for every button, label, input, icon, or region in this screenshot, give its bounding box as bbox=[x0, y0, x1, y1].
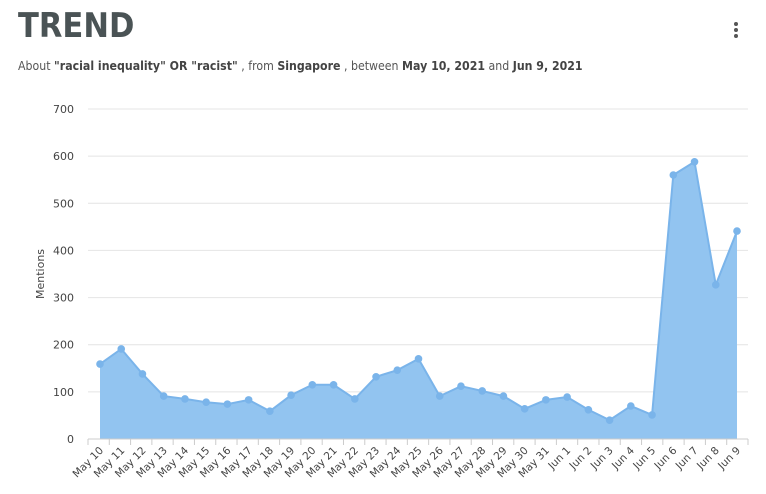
from-label: , from bbox=[241, 58, 274, 73]
data-point bbox=[287, 391, 295, 399]
data-point bbox=[414, 355, 423, 363]
y-tick-label: 100 bbox=[53, 386, 74, 399]
location: Singapore bbox=[277, 58, 341, 73]
x-tick-label: Jun 9 bbox=[715, 445, 743, 473]
data-point bbox=[457, 382, 465, 391]
x-tick-label: Jun 7 bbox=[673, 445, 701, 473]
data-point bbox=[223, 400, 232, 408]
y-tick-label: 400 bbox=[53, 244, 74, 257]
data-point bbox=[181, 395, 189, 403]
data-point bbox=[244, 396, 253, 404]
data-point bbox=[372, 372, 380, 381]
data-point bbox=[627, 402, 635, 410]
data-point bbox=[605, 416, 614, 424]
data-point bbox=[478, 387, 487, 395]
data-point bbox=[733, 227, 741, 235]
x-tick-label: Jun 4 bbox=[609, 444, 637, 472]
and-label: and bbox=[488, 58, 510, 73]
y-tick-label: 300 bbox=[53, 292, 74, 305]
end-date: Jun 9, 2021 bbox=[512, 58, 583, 73]
data-point bbox=[669, 171, 678, 179]
data-point bbox=[648, 411, 656, 419]
data-point bbox=[308, 380, 317, 389]
x-tick-label: Jun 3 bbox=[588, 445, 616, 473]
query-description: About "racial inequality" OR "racist" , … bbox=[18, 58, 583, 73]
y-tick-label: 600 bbox=[53, 150, 74, 163]
page-title: TREND bbox=[18, 6, 135, 46]
data-point bbox=[563, 393, 571, 401]
y-tick-label: 0 bbox=[67, 433, 74, 446]
data-point bbox=[159, 392, 168, 400]
data-point bbox=[117, 345, 126, 353]
data-point bbox=[96, 360, 104, 368]
data-point bbox=[499, 392, 508, 400]
data-point bbox=[202, 398, 210, 407]
y-tick-label: 700 bbox=[53, 103, 74, 116]
x-tick-label: Jun 5 bbox=[630, 445, 658, 473]
data-point bbox=[393, 366, 402, 374]
data-point bbox=[542, 396, 550, 404]
data-point bbox=[329, 380, 338, 389]
area-fill bbox=[100, 161, 737, 440]
x-tick-label: Jun 2 bbox=[567, 445, 595, 473]
more-vertical-icon[interactable] bbox=[726, 20, 746, 44]
x-tick-label: Jun 1 bbox=[545, 445, 573, 473]
data-point bbox=[266, 407, 274, 415]
y-tick-label: 200 bbox=[53, 339, 74, 352]
data-point bbox=[520, 405, 529, 413]
y-tick-label: 500 bbox=[53, 197, 74, 210]
data-point bbox=[138, 370, 147, 378]
data-point bbox=[711, 281, 720, 289]
query-terms: "racial inequality" OR "racist" bbox=[54, 58, 238, 73]
x-tick-label: Jun 8 bbox=[694, 445, 722, 473]
between-label: , between bbox=[343, 58, 399, 73]
about-label: About bbox=[18, 58, 51, 73]
y-axis-label: Mentions bbox=[34, 249, 47, 299]
data-point bbox=[435, 392, 444, 400]
data-point bbox=[351, 395, 359, 403]
x-tick-label: Jun 6 bbox=[652, 444, 680, 472]
start-date: May 10, 2021 bbox=[402, 58, 486, 73]
data-point bbox=[584, 405, 593, 414]
data-point bbox=[690, 158, 699, 166]
